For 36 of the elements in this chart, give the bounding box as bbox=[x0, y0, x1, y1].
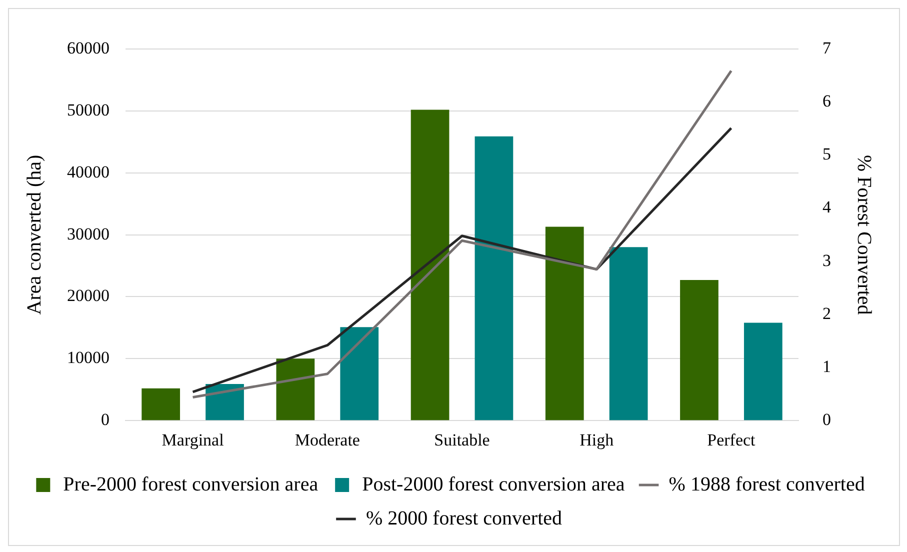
y-tick-label: 50000 bbox=[67, 100, 110, 120]
x-tick-label: Marginal bbox=[162, 430, 224, 450]
y-tick-label: 0 bbox=[101, 410, 110, 430]
y-tick-label: 60000 bbox=[67, 38, 110, 58]
y2-tick-label: 2 bbox=[822, 304, 831, 323]
legend-label: Pre-2000 forest conversion area bbox=[63, 473, 318, 496]
y2-tick-label: 6 bbox=[822, 92, 831, 111]
y2-tick-label: 5 bbox=[822, 144, 831, 164]
bar bbox=[142, 388, 180, 420]
legend-label: % 1988 forest converted bbox=[668, 473, 865, 496]
legend-label: Post-2000 forest conversion area bbox=[362, 473, 625, 496]
bar bbox=[680, 280, 718, 420]
y2-tick-label: 4 bbox=[822, 198, 832, 217]
bar bbox=[410, 110, 450, 420]
y2-tick-label: 1 bbox=[822, 356, 831, 376]
y2-tick-label: 7 bbox=[822, 38, 832, 58]
x-tick-label: Perfect bbox=[707, 430, 756, 450]
bar bbox=[545, 226, 584, 420]
y-axis-title: Area converted (ha) bbox=[23, 154, 46, 315]
x-tick-label: High bbox=[580, 430, 614, 450]
bar bbox=[474, 136, 514, 420]
y-tick-label: 30000 bbox=[67, 224, 110, 244]
x-tick-label: Suitable bbox=[434, 430, 490, 450]
bar bbox=[206, 384, 244, 420]
x-tick-label: Moderate bbox=[294, 430, 360, 450]
bar bbox=[744, 322, 782, 420]
bar bbox=[340, 327, 379, 420]
bar bbox=[276, 358, 315, 420]
y2-tick-label: 0 bbox=[822, 410, 831, 430]
bar bbox=[609, 247, 648, 420]
y2-tick-label: 3 bbox=[822, 250, 831, 270]
y-tick-label: 40000 bbox=[67, 162, 110, 182]
y-tick-label: 20000 bbox=[67, 286, 110, 306]
y-tick-label: 10000 bbox=[67, 348, 110, 368]
legend-label: % 2000 forest converted bbox=[366, 507, 562, 530]
y2-axis-title: % Forest Converted bbox=[852, 154, 875, 315]
